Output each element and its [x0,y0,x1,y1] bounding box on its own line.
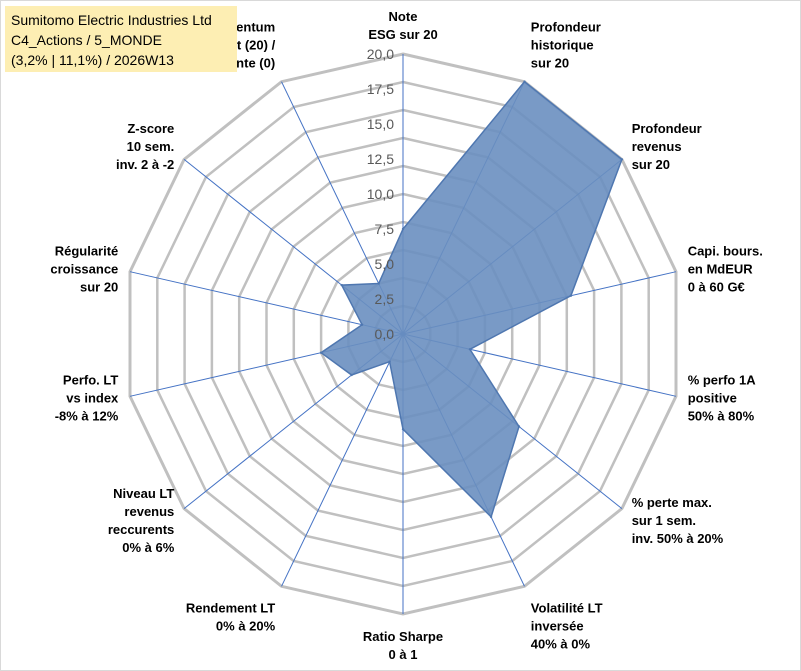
tick-label: 17,5 [367,81,394,97]
axis-label: % perte max. sur 1 sem. inv. 50% à 20% [632,495,724,546]
tick-label: 15,0 [367,116,394,132]
data-point [489,515,493,519]
data-point [523,80,526,83]
axis-label: Régularité croissance sur 20 [50,244,118,295]
tick-label: 20,0 [367,46,394,62]
axis-label: Perfo. LT vs index -8% à 12% [55,373,119,424]
axis-label: Ratio Sharpe 0 à 1 [363,629,443,662]
data-point [377,282,380,285]
data-point [319,351,323,354]
info-category: C4_Actions / 5_MONDE [11,32,162,48]
data-point [388,360,391,363]
tick-label: 0,0 [375,326,395,342]
data-point [517,425,521,428]
info-stats: (3,2% | 11,1%) / 2026W13 [11,52,174,68]
axis-label: % perfo 1A positive 50% à 80% [688,373,757,424]
series-layer [319,80,624,519]
tick-label: 2,5 [375,291,395,307]
data-point [569,294,573,297]
axis-label: Capi. bours. en MdEUR 0 à 60 G€ [688,244,763,295]
data-point [468,348,472,351]
axis-label: Z-score 10 sem. inv. 2 à -2 [116,121,174,172]
info-box: Sumitomo Electric Industries Ltd C4_Acti… [5,6,237,72]
data-point [401,227,405,231]
axis-label: Note ESG sur 20 [368,9,437,42]
axis-label: Rendement LT 0% à 20% [186,600,276,633]
tick-layer: 0,0 2,5 5,0 7,5 10,0 12,5 15,0 17,5 20,0 [367,46,394,342]
data-point [401,428,405,431]
tick-label: 12,5 [367,151,394,167]
tick-label: 10,0 [367,186,394,202]
axis-label: Profondeur historique sur 20 [531,20,601,71]
axis-label: Volatilité LT inversée 40% à 0% [531,600,603,651]
data-point [360,323,364,326]
axis-spoke [129,271,404,335]
tick-label: 7,5 [375,221,395,237]
info-company-name: Sumitomo Electric Industries Ltd [11,12,212,28]
axis-label: Profondeur revenus sur 20 [632,121,702,172]
tick-label: 5,0 [375,256,395,272]
data-point [350,373,353,377]
label-layer: Note ESG sur 20 Profondeur historique sur 20… [50,9,762,662]
data-point [340,283,343,287]
axis-label: Niveau LT revenus reccurents 0% à 6% [108,486,175,555]
data-point [620,158,624,161]
axis-spoke [281,333,404,587]
